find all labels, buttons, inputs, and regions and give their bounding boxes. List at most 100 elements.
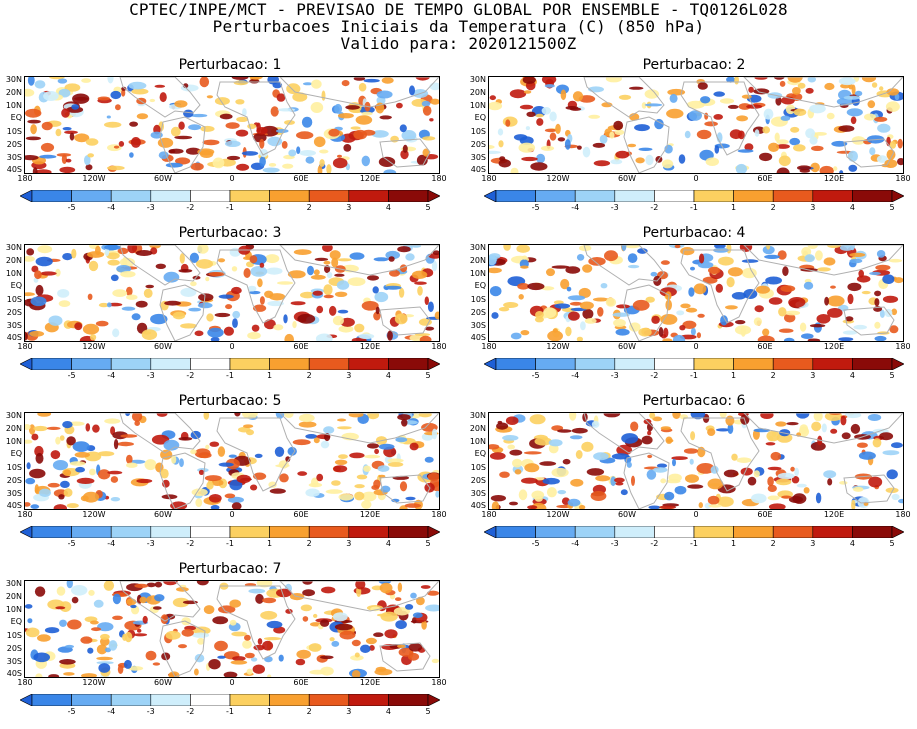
- perturbation-blob: [823, 470, 837, 479]
- perturbation-blob: [282, 163, 294, 169]
- colorbar-label: 5: [425, 203, 431, 212]
- perturbation-blob: [372, 286, 379, 294]
- perturbation-blob: [66, 581, 73, 589]
- colorbar-arrow-left: [20, 190, 33, 202]
- perturbation-blob: [723, 469, 739, 478]
- colorbar-segment: [190, 190, 231, 202]
- perturbation-blob: [226, 155, 241, 161]
- perturbation-blob: [197, 245, 209, 254]
- perturbation-blob: [680, 303, 691, 309]
- perturbation-blob: [579, 301, 594, 310]
- perturbation-blob: [489, 444, 500, 450]
- perturbation-blob: [190, 449, 197, 455]
- perturbation-blob: [126, 462, 138, 468]
- perturbation-blob: [826, 245, 842, 249]
- perturbation-blob: [354, 491, 365, 501]
- lon-tick-label: 120W: [82, 678, 106, 687]
- perturbation-blob: [67, 619, 82, 630]
- perturbation-blob: [618, 94, 632, 100]
- colorbar-label: -3: [146, 371, 155, 380]
- perturbation-blob: [787, 77, 803, 83]
- perturbation-blob: [378, 443, 395, 450]
- perturbation-blob: [717, 484, 736, 494]
- perturbation-blob: [719, 98, 735, 104]
- coastline: [623, 452, 670, 509]
- perturbation-blob: [762, 328, 770, 337]
- perturbation-blob: [656, 463, 668, 468]
- perturbation-blob: [555, 123, 561, 134]
- perturbation-blob: [687, 484, 704, 489]
- perturbation-blob: [809, 324, 826, 328]
- perturbation-blob: [159, 92, 167, 103]
- colorbar-segment: [348, 694, 389, 706]
- lat-tick-label: 40S: [6, 165, 22, 174]
- perturbation-blob: [115, 104, 121, 111]
- perturbation-blob: [269, 488, 286, 494]
- perturbation-blob: [660, 426, 671, 430]
- perturbation-blob: [295, 658, 306, 666]
- perturbation-blob: [885, 487, 899, 493]
- perturbation-blob: [846, 108, 863, 117]
- perturbation-blob: [252, 664, 265, 674]
- perturbation-blob: [218, 294, 234, 299]
- perturbation-blob: [638, 147, 653, 151]
- colorbar-label: -4: [107, 203, 116, 212]
- perturbation-blob: [56, 586, 66, 596]
- perturbation-blob: [804, 254, 815, 263]
- colorbar-label: 5: [889, 371, 895, 380]
- perturbation-blob: [503, 302, 519, 308]
- lat-tick-label: 10N: [469, 269, 486, 278]
- perturbation-blob: [816, 314, 831, 324]
- perturbation-blob: [740, 467, 753, 476]
- perturbation-blob: [697, 313, 705, 318]
- perturbation-blob: [135, 300, 148, 308]
- coastline: [379, 474, 431, 504]
- lat-tick-label: 30N: [469, 75, 486, 84]
- perturbation-blob: [320, 440, 330, 449]
- lat-tick-label: 10S: [470, 463, 486, 472]
- coastline: [159, 284, 206, 341]
- perturbation-blob: [190, 113, 208, 118]
- perturbation-blob: [490, 495, 506, 502]
- colorbar-label: 3: [346, 539, 352, 548]
- perturbation-blob: [27, 77, 35, 86]
- perturbation-blob: [726, 277, 735, 288]
- lat-tick-label: EQ: [474, 449, 486, 458]
- colorbar-segment: [71, 526, 112, 538]
- perturbation-blob: [62, 421, 73, 429]
- perturbation-blob: [794, 467, 799, 477]
- perturbation-blob: [790, 466, 795, 472]
- colorbar-label: 4: [385, 371, 391, 380]
- colorbar-segment: [229, 526, 270, 538]
- perturbation-blob: [851, 499, 856, 509]
- perturbation-blob: [247, 332, 261, 340]
- perturbation-blob: [564, 139, 571, 150]
- perturbation-blob: [767, 495, 780, 501]
- perturbation-blob: [610, 476, 616, 487]
- perturbation-blob: [268, 163, 277, 167]
- lon-tick-label: 180: [431, 342, 447, 351]
- lon-tick-label: 0: [229, 510, 235, 519]
- perturbation-blob: [224, 493, 236, 499]
- colorbar-segment: [495, 190, 536, 202]
- perturbation-blob: [790, 126, 800, 133]
- perturbation-blob: [781, 495, 792, 499]
- perturbation-blob: [96, 644, 108, 655]
- perturbation-blob: [424, 456, 434, 463]
- perturbation-blob: [249, 77, 263, 80]
- lat-tick-label: 30S: [6, 321, 22, 330]
- map-panel: Perturbacao: 4 30N 20N 10N EQ 10S 20S 30S 40S 180…: [464, 225, 917, 393]
- perturbation-blob: [548, 439, 563, 447]
- colorbar-label: 5: [425, 539, 431, 548]
- colorbar-segment: [495, 358, 536, 370]
- perturbation-blob: [786, 422, 799, 426]
- perturbation-blob: [95, 320, 109, 327]
- colorbar-segment: [348, 190, 389, 202]
- perturbation-blob: [582, 264, 593, 273]
- perturbation-blob: [339, 630, 356, 640]
- perturbation-blob: [25, 88, 35, 97]
- colorbar-label: -2: [650, 203, 659, 212]
- perturbation-blob: [871, 82, 878, 88]
- perturbation-blob: [534, 496, 543, 502]
- perturbation-blob: [25, 155, 39, 161]
